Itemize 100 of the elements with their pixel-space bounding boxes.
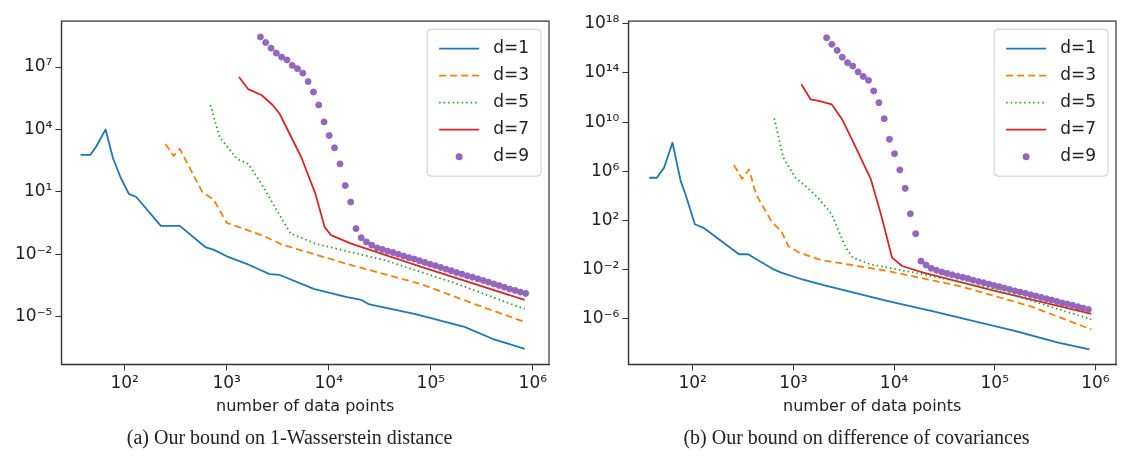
- point: [1048, 296, 1056, 304]
- legend-label: d=1: [1060, 37, 1097, 58]
- x-axis-title: number of data points: [216, 395, 395, 415]
- point: [1027, 291, 1035, 299]
- point: [511, 286, 519, 294]
- point: [447, 267, 455, 275]
- point: [405, 254, 413, 262]
- text: (b) Our bound on difference of covariances: [683, 426, 1030, 449]
- x-tick-label: 10⁵: [416, 372, 446, 393]
- point: [943, 269, 951, 277]
- point: [315, 101, 323, 109]
- y-tick-label: 10⁻²: [15, 242, 53, 263]
- point: [347, 198, 355, 206]
- point: [980, 279, 988, 287]
- point: [864, 76, 872, 84]
- point: [357, 234, 365, 242]
- point: [969, 276, 977, 284]
- point: [495, 282, 503, 290]
- point: [922, 261, 930, 269]
- point: [1022, 289, 1029, 297]
- x-tick-label: 10⁴: [314, 372, 344, 393]
- point: [891, 150, 898, 158]
- point: [469, 273, 477, 281]
- legend-label: d=3: [1060, 64, 1097, 85]
- point: [437, 263, 445, 271]
- point: [262, 39, 270, 47]
- x-axis-title: number of data points: [783, 395, 962, 415]
- point: [421, 258, 429, 266]
- point: [288, 61, 296, 69]
- legend-label: d=9: [493, 145, 530, 166]
- point: [875, 99, 883, 107]
- point: [278, 53, 286, 61]
- point: [442, 265, 450, 273]
- point: [410, 255, 418, 263]
- point: [959, 273, 967, 281]
- point: [917, 257, 925, 265]
- point: [485, 278, 493, 286]
- point: [299, 69, 307, 77]
- point: [854, 68, 862, 76]
- x-tick-label: 10²: [110, 372, 139, 393]
- point: [506, 285, 514, 293]
- point: [309, 88, 317, 96]
- point: [256, 33, 264, 41]
- point: [426, 260, 434, 268]
- point: [400, 252, 408, 260]
- y-tick-label: 10¹: [23, 180, 53, 201]
- point: [479, 277, 487, 285]
- point: [844, 59, 852, 67]
- point: [1032, 292, 1040, 300]
- point: [453, 269, 461, 277]
- point: [948, 271, 956, 279]
- y-tick-label: 10⁶: [590, 159, 620, 180]
- point: [458, 270, 466, 278]
- point: [964, 275, 972, 283]
- legend-label: d=5: [1060, 91, 1097, 112]
- y-tick-label: 10⁻²: [582, 258, 620, 279]
- point: [912, 230, 920, 238]
- x-tick-label: 10⁶: [518, 372, 548, 393]
- x-tick-label: 10⁵: [980, 372, 1009, 393]
- point: [927, 264, 935, 272]
- point: [362, 238, 370, 246]
- point: [384, 247, 392, 255]
- point: [490, 280, 498, 288]
- point: [901, 184, 909, 192]
- point: [1053, 298, 1061, 305]
- point: [474, 275, 482, 283]
- legend-label: d=3: [493, 64, 530, 85]
- x-tick-label: 10⁴: [879, 372, 909, 393]
- text: (a) Our bound on 1-Wasserstein distance: [126, 426, 453, 449]
- point: [416, 257, 424, 265]
- point: [341, 182, 349, 190]
- point: [267, 44, 275, 52]
- x-tick-label: 10⁶: [1081, 372, 1110, 393]
- point: [833, 46, 841, 54]
- point: [1011, 287, 1019, 295]
- point: [1084, 305, 1092, 313]
- point: [352, 225, 360, 233]
- y-tick-label: 10⁴: [23, 117, 53, 138]
- point: [1016, 288, 1024, 296]
- point: [325, 131, 333, 139]
- y-tick-label: 10¹⁸: [584, 12, 620, 33]
- point: [1037, 293, 1045, 301]
- point: [1001, 284, 1009, 292]
- point: [823, 34, 831, 42]
- point: [828, 40, 836, 48]
- point: [283, 56, 291, 64]
- x-tick-label: 10²: [678, 372, 707, 393]
- y-tick-label: 10¹⁴: [584, 61, 620, 82]
- point: [906, 210, 914, 218]
- legend-label: d=5: [493, 91, 530, 112]
- point: [1074, 303, 1082, 311]
- y-tick-label: 10⁻⁵: [15, 304, 53, 325]
- point: [368, 241, 376, 249]
- y-tick-label: 10⁻⁶: [582, 307, 620, 328]
- y-tick-label: 10⁷: [23, 55, 53, 76]
- point: [373, 244, 381, 252]
- point: [320, 118, 328, 126]
- point: [294, 65, 301, 73]
- legend-label: d=9: [1060, 145, 1097, 166]
- point: [938, 268, 946, 276]
